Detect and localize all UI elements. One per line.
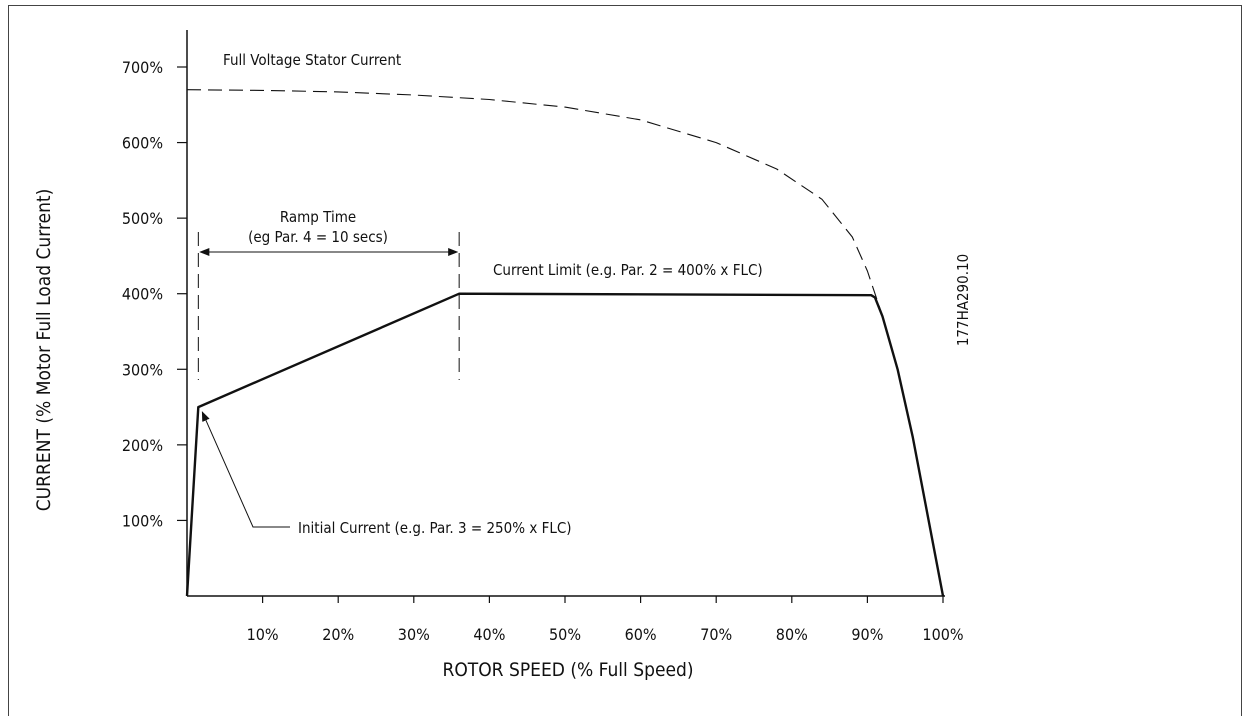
- x-tick-label: 30%: [398, 625, 430, 644]
- full-voltage-curve: [186, 89, 944, 597]
- y-ticks: 100% 200% 300% 400% 500% 600% 700%: [122, 58, 187, 530]
- x-tick-label: 40%: [473, 625, 505, 644]
- series-group: [185, 89, 945, 597]
- current-limit-label: Current Limit (e.g. Par. 2 = 400% x FLC): [493, 261, 763, 279]
- ramp-time-label: Ramp Time: [280, 208, 356, 226]
- figure-frame: [8, 5, 1242, 716]
- x-tick-label: 90%: [851, 625, 883, 644]
- x-tick-label: 10%: [247, 625, 279, 644]
- y-tick-label: 700%: [122, 58, 163, 77]
- x-tick-label: 50%: [549, 625, 581, 644]
- figure-code-label: 177HA290.10: [954, 254, 972, 346]
- axes: [186, 30, 945, 597]
- ramp-time-detail-label: (eg Par. 4 = 10 secs): [248, 228, 388, 246]
- y-axis-title: CURRENT (% Motor Full Load Current): [33, 189, 55, 512]
- x-axis-title: ROTOR SPEED (% Full Speed): [442, 659, 693, 681]
- full-voltage-label: Full Voltage Stator Current: [223, 51, 401, 69]
- initial-current-label: Initial Current (e.g. Par. 3 = 250% x FL…: [298, 519, 572, 537]
- y-tick-label: 200%: [122, 436, 163, 455]
- y-tick-label: 100%: [122, 511, 163, 530]
- initial-current-leader: [201, 411, 290, 528]
- x-ticks: 10% 20% 30% 40% 50% 60% 70% 80% 90% 100%: [247, 596, 964, 644]
- annotations: Full Voltage Stator Current Ramp Time (e…: [33, 51, 972, 681]
- x-tick-label: 70%: [700, 625, 732, 644]
- y-tick-label: 600%: [122, 134, 163, 153]
- current-limit-curve: [185, 292, 945, 597]
- x-tick-label: 20%: [322, 625, 354, 644]
- x-tick-label: 80%: [776, 625, 808, 644]
- y-tick-label: 400%: [122, 285, 163, 304]
- x-tick-label: 60%: [625, 625, 657, 644]
- y-tick-label: 500%: [122, 209, 163, 228]
- x-tick-label: 100%: [922, 625, 963, 644]
- y-tick-label: 300%: [122, 360, 163, 379]
